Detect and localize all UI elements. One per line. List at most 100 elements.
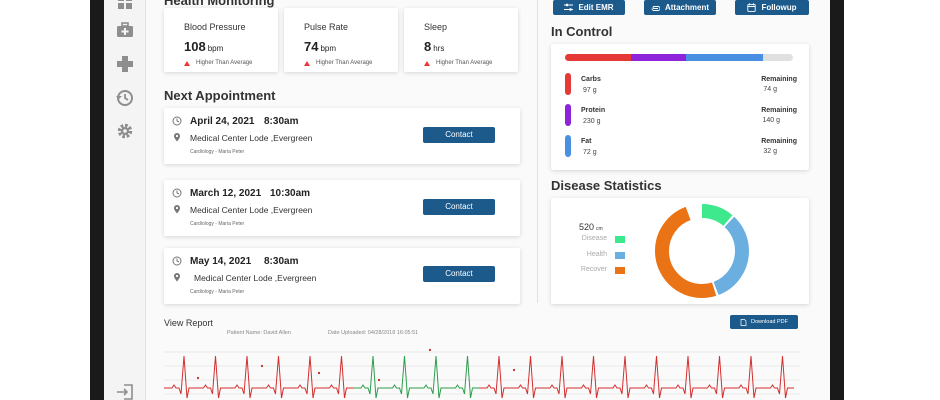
donut-slice-health	[655, 204, 749, 298]
protein-segment	[631, 54, 686, 61]
main-content: Health Monitoring Blood Pressure 108 bpm …	[146, 0, 830, 400]
remaining-value: 74 g	[763, 86, 777, 93]
macro-name: Fat	[581, 138, 592, 145]
in-control-card: Carbs 97 g Remaining 74 g Protein 230 g …	[551, 44, 809, 170]
contact-button[interactable]: Contact	[423, 127, 495, 143]
macro-name: Protein	[581, 107, 606, 114]
grid-icon[interactable]	[115, 0, 135, 12]
paperclip-icon	[651, 6, 660, 11]
pulse-rate-card: Pulse Rate 74 bpm Higher Than Average	[284, 8, 398, 72]
legend-swatch	[615, 252, 625, 259]
sidebar	[104, 0, 146, 400]
medical-bag-icon[interactable]	[115, 20, 135, 40]
sliders-icon	[564, 3, 574, 11]
ecg-trace	[164, 355, 794, 399]
protein-indicator	[565, 104, 571, 126]
remaining-value: 32 g	[763, 148, 777, 155]
macro-stacked-bar	[565, 54, 793, 61]
fat-indicator	[565, 135, 571, 157]
followup-button[interactable]: Followup	[735, 0, 809, 15]
metric-value: 74 bpm	[304, 39, 337, 54]
disease-statistics-card: 520 cm Disease Health Recover	[551, 198, 809, 304]
legend-swatch	[615, 267, 625, 274]
appointment-doctor: Cardiology - Maria Peter	[190, 289, 245, 295]
appointment-card: May 14, 2021 8:30am Medical Center Lode …	[164, 248, 520, 304]
date-uploaded: Date Uploaded: 04/28/2018 16:05:51	[328, 330, 419, 336]
column-divider	[537, 0, 538, 303]
clock-icon	[172, 256, 182, 266]
download-pdf-label: Download PDF	[751, 319, 788, 325]
view-report-title: View Report	[164, 318, 213, 328]
ecg-marker	[377, 378, 381, 382]
appointment-doctor: Cardiology - Maria Peter	[190, 149, 245, 155]
donut-slice-recover	[655, 204, 749, 298]
donut-slice-disease	[655, 204, 749, 298]
disease-total: 520 cm	[579, 222, 603, 232]
appointment-date: March 12, 2021	[190, 188, 262, 199]
appointment-time: 10:30am	[270, 188, 311, 199]
metric-note: Higher Than Average	[304, 60, 372, 66]
ecg-chart	[164, 348, 800, 399]
gear-icon[interactable]	[115, 121, 135, 141]
appointment-card: April 24, 2021 8:30am Medical Center Lod…	[164, 108, 520, 164]
appointment-location: Medical Center Lode ,Evergreen	[190, 133, 313, 143]
download-pdf-button[interactable]: Download PDF	[730, 315, 798, 329]
document-icon	[740, 318, 747, 326]
appointment-date: April 24, 2021	[190, 116, 255, 127]
metric-value: 108 bpm	[184, 39, 224, 54]
edit-emr-button[interactable]: Edit EMR	[553, 0, 625, 15]
remaining-value: 140 g	[762, 117, 780, 124]
disease-statistics-title: Disease Statistics	[551, 178, 662, 193]
legend-disease: Disease	[561, 235, 625, 245]
macro-row-carbs: Carbs 97 g Remaining 74 g	[565, 73, 797, 97]
macro-amount: 97 g	[583, 87, 597, 94]
legend-recover: Recover	[561, 266, 625, 276]
in-control-title: In Control	[551, 24, 613, 39]
appointment-date: May 14, 2021	[190, 256, 252, 267]
macro-row-protein: Protein 230 g Remaining 140 g	[565, 104, 797, 128]
appointment-time: 8:30am	[264, 256, 299, 267]
appointment-card: March 12, 2021 10:30am Medical Center Lo…	[164, 180, 520, 236]
logout-icon[interactable]	[115, 382, 135, 400]
location-pin-icon	[174, 133, 180, 142]
fat-segment	[685, 54, 764, 61]
attachment-button[interactable]: Attachment	[644, 0, 716, 15]
plus-icon[interactable]	[115, 54, 135, 74]
remaining-label: Remaining	[761, 76, 797, 83]
next-appointment-title: Next Appointment	[164, 88, 276, 103]
sleep-card: Sleep 8 hrs Higher Than Average	[404, 8, 518, 72]
disease-donut-chart	[655, 204, 749, 298]
metric-label: Blood Pressure	[184, 22, 246, 32]
remaining-label: Remaining	[761, 107, 797, 114]
metric-label: Pulse Rate	[304, 22, 349, 32]
device-bezel-right	[830, 0, 940, 400]
legend-label: Disease	[581, 235, 607, 242]
legend-label: Health	[586, 251, 607, 258]
device-bezel-left	[0, 0, 104, 400]
patient-name: Patient Name: David Allen	[227, 330, 291, 336]
up-arrow-icon	[304, 60, 310, 66]
remaining-label: Remaining	[761, 138, 797, 145]
history-icon[interactable]	[115, 88, 135, 108]
macro-amount: 230 g	[583, 118, 601, 125]
attachment-label: Attachment	[664, 3, 709, 12]
clock-icon	[172, 188, 182, 198]
carbs-segment	[565, 54, 632, 61]
health-monitoring-title: Health Monitoring	[164, 0, 275, 8]
location-pin-icon	[174, 273, 180, 282]
up-arrow-icon	[184, 60, 190, 66]
appointment-location: Medical Center Lode ,Evergreen	[194, 273, 317, 283]
metric-label: Sleep	[424, 22, 448, 32]
legend-health: Health	[561, 251, 625, 261]
metric-value: 8 hrs	[424, 39, 445, 54]
calendar-icon	[747, 3, 757, 12]
macro-name: Carbs	[581, 76, 601, 83]
ecg-marker	[512, 368, 516, 372]
contact-button[interactable]: Contact	[423, 199, 495, 215]
ecg-marker	[260, 364, 264, 368]
clock-icon	[172, 116, 182, 126]
contact-button[interactable]: Contact	[423, 266, 495, 282]
up-arrow-icon	[424, 60, 430, 66]
metric-note: Higher Than Average	[184, 60, 252, 66]
followup-label: Followup	[761, 3, 797, 12]
